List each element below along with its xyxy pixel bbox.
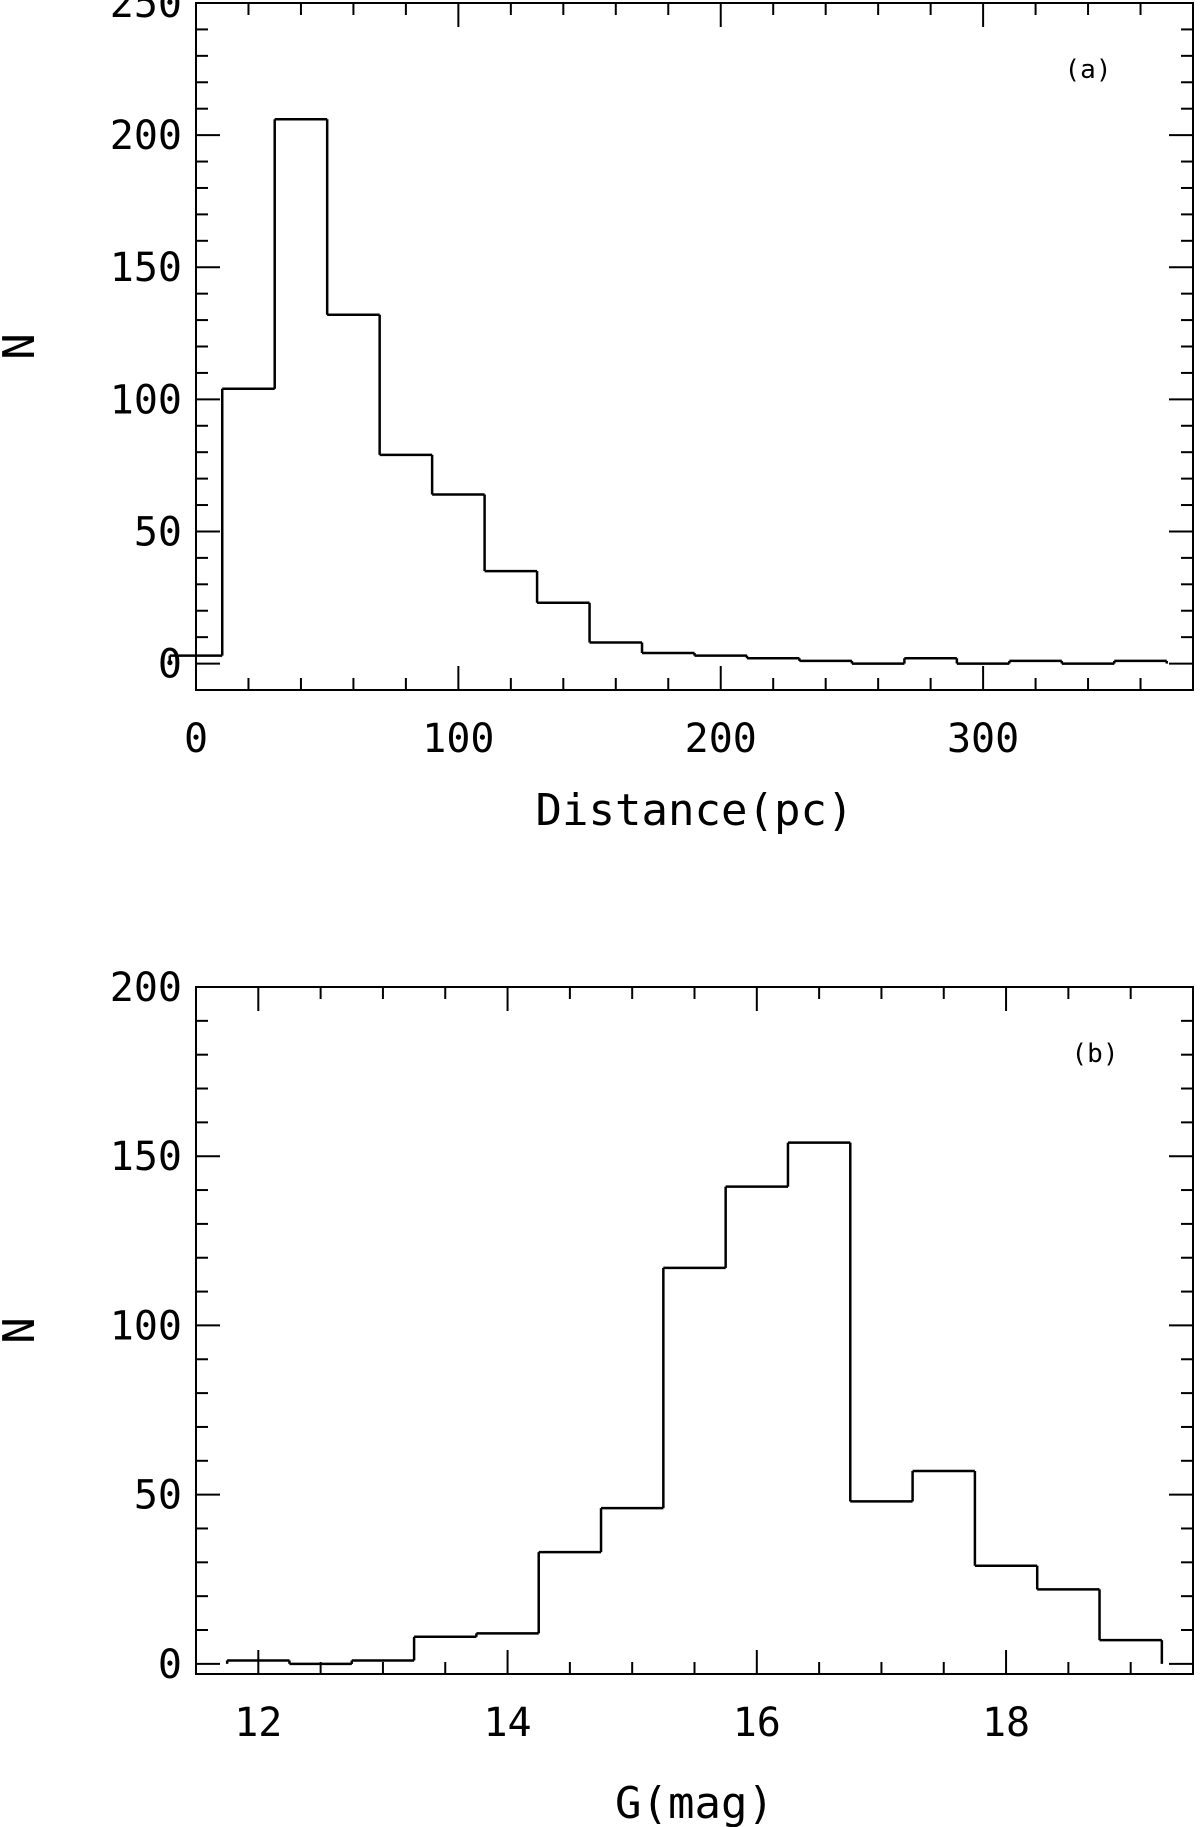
b-ytick-label: 150: [110, 1134, 182, 1180]
a-histogram-bar: [904, 657, 959, 664]
a-histogram-bar: [1009, 659, 1064, 664]
a-histogram-bar: [537, 601, 591, 643]
a-histogram-bar: [694, 654, 749, 659]
a-y-axis-label: N: [0, 333, 45, 360]
a-histogram-bar: [1114, 659, 1169, 664]
a-histogram-bars: [168, 118, 1169, 665]
a-xtick-label: 200: [685, 716, 757, 762]
b-histogram-bar: [850, 1470, 914, 1503]
a-histogram-bar: [956, 660, 1011, 665]
panel-a-distance-histogram: 0 100 200 300 0 50 100 150 200 250 Distance(pc) N (a…: [0, 0, 1194, 836]
b-xtick-label: 18: [982, 1700, 1030, 1746]
a-xtick-label: 100: [422, 716, 494, 762]
a-xtick-label: 0: [184, 716, 208, 762]
a-ytick-label: 100: [110, 377, 182, 423]
a-ytick-label: 0: [158, 642, 182, 688]
b-plot-frame: [195, 986, 1194, 1675]
b-ytick-label: 50: [134, 1473, 182, 1519]
a-histogram-bar: [799, 659, 854, 664]
a-panel-label: (a): [1065, 55, 1112, 85]
panel-b-gmag-histogram: 12 14 16 18 0 50 100 150 200 G(mag) N (b): [0, 965, 1194, 1827]
a-histogram-bar: [274, 118, 329, 315]
b-xtick-label: 14: [483, 1700, 531, 1746]
a-xtick-label: 300: [947, 716, 1019, 762]
a-histogram-bar: [484, 569, 539, 603]
b-histogram-bar: [538, 1508, 603, 1554]
b-xtick-label: 12: [234, 1700, 282, 1746]
b-histogram-bar: [1099, 1638, 1164, 1664]
a-histogram-bar: [327, 313, 381, 455]
a-histogram-bar: [851, 658, 906, 665]
b-ytick-label: 200: [110, 965, 182, 1011]
a-histogram-bar: [222, 119, 276, 391]
a-plot-frame: [195, 2, 1194, 691]
b-histogram-bar: [601, 1267, 665, 1510]
a-histogram-bar: [746, 657, 801, 661]
b-histogram-bar: [476, 1552, 540, 1635]
b-xtick-label: 16: [733, 1700, 781, 1746]
b-histogram-bar: [787, 1141, 852, 1502]
a-ytick-label: 150: [110, 245, 182, 291]
b-histogram-bar: [414, 1633, 478, 1639]
a-histogram-bar: [379, 453, 434, 495]
a-histogram-bar: [432, 493, 486, 572]
a-histogram-bar: [168, 388, 224, 664]
b-histogram-bars: [225, 1141, 1164, 1666]
a-x-axis-label: Distance(pc): [536, 785, 854, 836]
b-histogram-bar: [663, 1186, 727, 1270]
b-panel-label: (b): [1072, 1039, 1119, 1069]
a-histogram-bar: [589, 641, 644, 654]
b-x-axis-label: G(mag): [615, 1778, 774, 1827]
a-ytick-label: 250: [110, 0, 182, 27]
b-histogram-bar: [912, 1469, 977, 1566]
a-histogram-bar: [642, 651, 696, 656]
b-histogram-bar: [974, 1564, 1039, 1590]
a-axis-ticks: [195, 2, 1194, 691]
a-ytick-label: 200: [110, 113, 182, 159]
a-histogram-bar: [1061, 660, 1116, 665]
b-ytick-label: 0: [158, 1642, 182, 1688]
b-histogram-bar: [725, 1142, 790, 1188]
b-y-axis-label: N: [0, 1317, 45, 1344]
b-histogram-bar: [351, 1636, 416, 1662]
b-histogram-bar: [1037, 1588, 1101, 1641]
b-ytick-label: 100: [110, 1303, 182, 1349]
a-ytick-label: 50: [134, 509, 182, 555]
b-axis-ticks: [195, 986, 1194, 1674]
